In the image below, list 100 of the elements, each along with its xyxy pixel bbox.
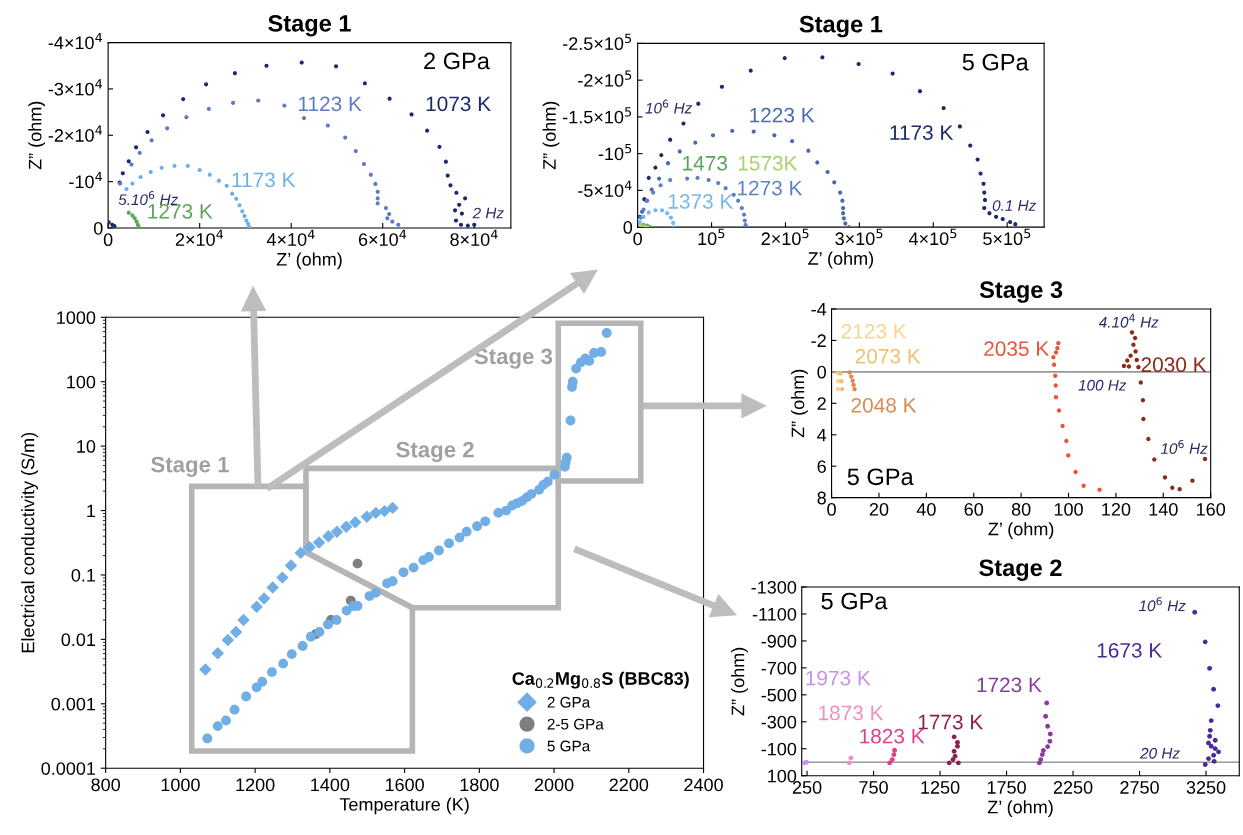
y-tick-label: -1300 [751, 580, 797, 594]
series-label: 1773 K [918, 714, 984, 730]
x-tick-label: 4×10$^{5}$ [908, 228, 957, 246]
x-axis-title: Temperature (K) [339, 797, 469, 815]
y-tick-label: -500 [761, 688, 797, 702]
text: 1573K [738, 155, 798, 171]
annotation: 10$^{6}$ Hz [1160, 440, 1208, 454]
x-tick-label: 3×10$^{5}$ [835, 228, 883, 246]
x-tick-label: 160 [1197, 503, 1226, 516]
annotation: 5 GPa [847, 468, 914, 486]
x-tick-label: 40 [916, 503, 936, 516]
y-tick-label: -700 [761, 661, 797, 675]
x-tick-label: 0 [103, 233, 113, 247]
x-axis-title: Z’ (ohm) [987, 800, 1053, 818]
x-tick-label: 800 [91, 778, 121, 792]
y-tick-label: -2×10$^{4}$ [48, 125, 103, 142]
chart-title: Stage 1 [268, 14, 351, 37]
x-tick-label: 1750 [987, 781, 1026, 794]
x-axis-title: Z’ (ohm) [276, 252, 342, 270]
y-axis-title: Z” (ohm) [791, 369, 808, 438]
annotation: 10$^{6}$ Hz [645, 99, 693, 114]
y-tick-label: 6 [817, 460, 826, 473]
x-axis-title: Z’ (ohm) [808, 251, 874, 269]
series-label: 1173 K [890, 125, 954, 140]
x-tick-label: 2×10$^{5}$ [761, 228, 809, 246]
text: 1973 K [806, 670, 871, 686]
chart-title: Stage 1 [799, 15, 883, 38]
y-tick-label: -100 [761, 742, 797, 756]
annotation: 10$^{6}$ Hz [1138, 597, 1186, 612]
legend-label: 2-5 GPa [547, 718, 604, 730]
x-tick-label: 3250 [1186, 781, 1226, 794]
y-tick-label: -3×10$^{4}$ [48, 79, 103, 96]
x-tick-label: 750 [859, 781, 888, 794]
y-tick-label: -10$^{5}$ [598, 143, 632, 161]
y-tick-label: -2 [811, 334, 826, 347]
x-tick-label: 1600 [385, 778, 424, 792]
x-tick-label: 140 [1149, 503, 1178, 516]
series-label: 1123 K [299, 96, 362, 112]
y-axis-title: Z” (ohm) [542, 101, 560, 170]
x-tick-label: 80 [1011, 503, 1031, 516]
y-tick-label: 0.1 [71, 568, 96, 582]
y-tick-label: 0.0001 [41, 762, 96, 775]
y-tick-label: 100 [768, 769, 797, 783]
annotation: 2 GPa [424, 52, 490, 70]
y-tick-label: -4 [811, 303, 827, 316]
y-tick-label: 2 [817, 397, 826, 410]
x-tick-label: 120 [1102, 503, 1131, 516]
x-tick-label: 1200 [236, 778, 275, 792]
series-label: 2048 K [851, 397, 917, 413]
x-tick-label: 1000 [161, 778, 200, 792]
annotation: 20 Hz [1140, 747, 1180, 759]
y-tick-label: 0.001 [51, 697, 96, 711]
y-axis-title: Electrical conductivity (S/m) [21, 433, 38, 653]
text: 1873 K [819, 705, 884, 721]
y-tick-label: -2×10$^{5}$ [578, 70, 632, 87]
series-label: 1673 K [1097, 642, 1162, 658]
annotation: 100 Hz [1078, 379, 1127, 391]
x-tick-label: 2000 [534, 778, 574, 792]
series-label: 1273 K [738, 180, 803, 196]
annotation: 2 Hz [472, 207, 504, 219]
series-label: 1173 K [232, 172, 296, 188]
x-tick-label: 5×10$^{5}$ [983, 228, 1031, 246]
text: 1473 [683, 155, 727, 171]
x-tick-label: 1400 [311, 778, 350, 792]
y-tick-label: 4 [817, 428, 827, 442]
y-axis-title: Z” (ohm) [28, 101, 46, 170]
y-tick-label: 0 [817, 365, 826, 379]
series-label: 1223 K [750, 107, 815, 123]
y-tick-label: 10 [77, 440, 96, 453]
x-tick-label: 2×10$^{4}$ [175, 229, 224, 246]
annotation: 0.1 Hz [992, 200, 1037, 212]
x-tick-label: 2400 [684, 778, 723, 792]
x-tick-label: 4×10$^{4}$ [266, 229, 315, 246]
x-tick-label: 2200 [609, 778, 649, 792]
series-label: 1273 K [148, 203, 213, 219]
y-tick-label: 1 [87, 504, 96, 518]
y-tick-label: -1100 [752, 607, 797, 621]
x-tick-label: 6×10$^{4}$ [358, 229, 407, 246]
series-label: 2030 K [1141, 357, 1207, 373]
annotation: Stage 1 [151, 456, 229, 477]
series-label: 2073 K [855, 348, 921, 364]
annotation: 5 GPa [821, 592, 888, 610]
y-tick-label: -1.5×10$^{5}$ [563, 107, 632, 124]
x-tick-label: 250 [792, 781, 822, 794]
x-tick-label: 10$^{5}$ [698, 228, 725, 246]
series-label: 1073 K [426, 96, 491, 112]
x-tick-label: 0 [827, 503, 836, 516]
y-tick-label: -10$^{4}$ [69, 171, 103, 189]
x-axis-title: Z’ (ohm) [988, 522, 1054, 539]
annotation: Stage 2 [396, 441, 474, 463]
series-label: 1723 K [977, 677, 1042, 693]
y-tick-label: -4×10$^{4}$ [48, 32, 103, 50]
chart-title: Stage 2 [979, 559, 1062, 581]
y-tick-label: 1000 [57, 311, 96, 325]
y-tick-label: -900 [761, 634, 797, 648]
chart-title: Stage 3 [979, 281, 1063, 303]
x-tick-label: 60 [964, 503, 984, 516]
legend-title: Ca$_{0.2}$Mg$_{0.8}$S (BBC83) [512, 671, 689, 689]
series-label: 2123 K [841, 323, 907, 339]
x-tick-label: 2250 [1053, 781, 1093, 794]
